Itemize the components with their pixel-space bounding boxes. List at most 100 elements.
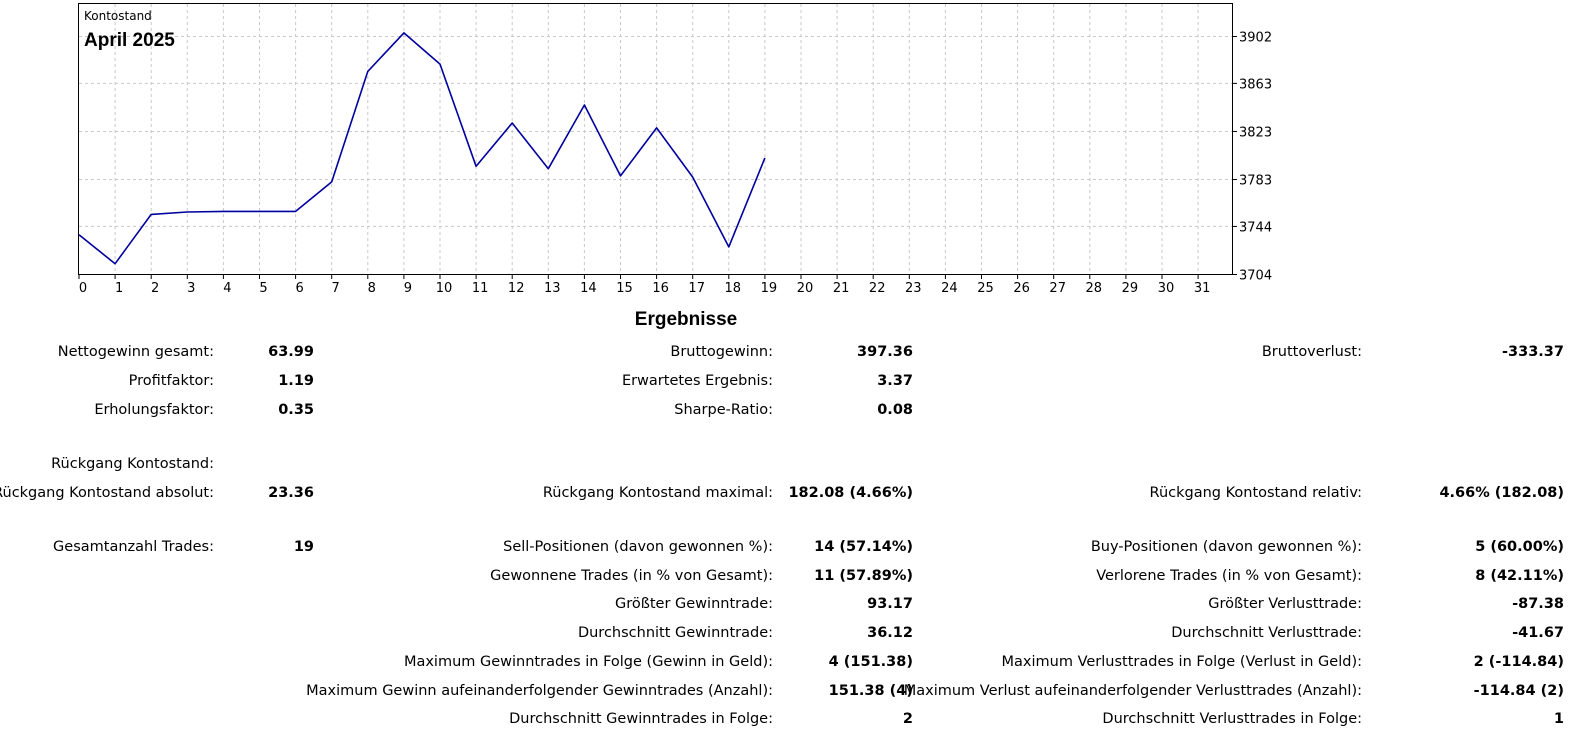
sharpe-ratio-value: 0.08 — [877, 402, 913, 418]
y-tick-label: 3704 — [1239, 269, 1272, 284]
expected-payoff-label: Erwartetes Ergebnis: — [621, 373, 773, 389]
balance-data-point — [583, 104, 585, 106]
profit-factor-label: Profitfaktor: — [128, 373, 214, 389]
x-tick-label: 28 — [1086, 281, 1103, 296]
x-tick-label: 2 — [151, 281, 159, 296]
balance-data-point — [331, 181, 333, 183]
x-tick-label: 31 — [1194, 281, 1211, 296]
max-consecutive-wins-label: Maximum Gewinntrades in Folge (Gewinn in… — [403, 654, 773, 670]
balance-data-point — [764, 157, 766, 159]
y-tick-label: 3902 — [1239, 31, 1272, 46]
recovery-factor-label: Erholungsfaktor: — [94, 402, 214, 418]
balance-chart: 0 1 2 3 4 5 6 7 8 9 10 11 12 13 14 15 16 17 18 19 20 21 22 23 24… — [78, 3, 1272, 296]
sell-positions-value: 14 (57.14%) — [814, 539, 913, 555]
balance-data-point — [620, 175, 622, 177]
x-tick-label: 10 — [436, 281, 453, 296]
balance-data-point — [511, 122, 513, 124]
gross-loss-label: Bruttoverlust: — [1261, 344, 1362, 360]
y-tick-label: 3744 — [1239, 220, 1272, 235]
x-tick-label: 29 — [1122, 281, 1139, 296]
profit-factor-value: 1.19 — [278, 373, 314, 389]
average-profit-trade-value: 36.12 — [867, 625, 913, 641]
buy-positions-value: 5 (60.00%) — [1475, 539, 1564, 555]
x-tick-label: 14 — [580, 281, 597, 296]
drawdown-maximal-label: Rückgang Kontostand maximal: — [542, 485, 773, 501]
x-tick-label: 1 — [115, 281, 123, 296]
drawdown-relative-value: 4.66% (182.08) — [1439, 485, 1564, 501]
x-tick-label: 26 — [1013, 281, 1030, 296]
total-trades-label: Gesamtanzahl Trades: — [53, 539, 214, 555]
x-tick-label: 0 — [79, 281, 87, 296]
net-profit-label: Nettogewinn gesamt: — [57, 344, 214, 360]
gross-profit-value: 397.36 — [857, 344, 913, 360]
x-tick-label: 19 — [761, 281, 778, 296]
balance-data-point — [547, 168, 549, 170]
x-tick-label: 21 — [833, 281, 850, 296]
y-tick-label: 3783 — [1239, 174, 1272, 189]
drawdown-relative-label: Rückgang Kontostand relativ: — [1149, 485, 1362, 501]
average-consecutive-losses-value: 1 — [1553, 711, 1564, 727]
sharpe-ratio-label: Sharpe-Ratio: — [674, 402, 773, 418]
x-tick-label: 24 — [941, 281, 958, 296]
gross-loss-value: -333.37 — [1502, 344, 1564, 360]
net-profit-value: 63.99 — [268, 344, 314, 360]
x-tick-label: 18 — [725, 281, 742, 296]
plot-frame — [78, 3, 1233, 275]
max-consecutive-losses-value: 2 (-114.84) — [1473, 654, 1564, 670]
max-consecutive-profit-label: Maximum Gewinn aufeinanderfolgender Gewi… — [306, 683, 773, 699]
max-consecutive-profit-value: 151.38 (4) — [828, 683, 913, 699]
won-trades-label: Gewonnene Trades (in % von Gesamt): — [490, 568, 773, 584]
x-tick-label: 25 — [977, 281, 994, 296]
average-profit-trade-label: Durchschnitt Gewinntrade: — [577, 625, 773, 641]
x-tick-label: 9 — [404, 281, 412, 296]
x-tick-label: 8 — [368, 281, 376, 296]
x-tick-label: 12 — [508, 281, 525, 296]
x-tick-label: 17 — [688, 281, 705, 296]
balance-data-point — [692, 176, 694, 178]
chart-caption: Kontostand — [84, 9, 152, 23]
drawdown-absolute-value: 23.36 — [268, 485, 314, 501]
x-tick-label: 13 — [544, 281, 561, 296]
largest-profit-trade-label: Größter Gewinntrade: — [614, 596, 773, 612]
drawdown-maximal-value: 182.08 (4.66%) — [788, 485, 913, 501]
largest-loss-trade-label: Größter Verlusttrade: — [1208, 596, 1362, 612]
won-trades-value: 11 (57.89%) — [814, 568, 913, 584]
largest-profit-trade-value: 93.17 — [867, 596, 913, 612]
max-consecutive-loss-label: Maximum Verlust aufeinanderfolgender Ver… — [903, 683, 1362, 699]
x-tick-label: 11 — [472, 281, 489, 296]
balance-data-point — [403, 32, 405, 34]
total-trades-value: 19 — [293, 539, 314, 555]
gross-profit-label: Bruttogewinn: — [670, 344, 773, 360]
average-consecutive-losses-label: Durchschnitt Verlusttrades in Folge: — [1102, 711, 1362, 727]
x-tick-label: 7 — [332, 281, 340, 296]
x-tick-label: 4 — [223, 281, 231, 296]
balance-data-point — [728, 246, 730, 248]
balance-data-point — [295, 210, 297, 212]
x-tick-label: 22 — [869, 281, 886, 296]
balance-data-point — [222, 210, 224, 212]
chart-title: April 2025 — [84, 30, 175, 51]
average-loss-trade-value: -41.67 — [1512, 625, 1564, 641]
balance-data-point — [186, 211, 188, 213]
max-consecutive-wins-value: 4 (151.38) — [828, 654, 913, 670]
drawdown-absolute-label: Rückgang Kontostand absolut: — [0, 485, 214, 501]
sell-positions-label: Sell-Positionen (davon gewonnen %): — [503, 539, 773, 555]
results-title: Ergebnisse — [634, 309, 738, 330]
average-loss-trade-label: Durchschnitt Verlusttrade: — [1171, 625, 1362, 641]
y-tick-label: 3863 — [1239, 77, 1272, 92]
y-tick-label: 3823 — [1239, 125, 1272, 140]
balance-data-point — [367, 70, 369, 72]
x-tick-label: 27 — [1049, 281, 1066, 296]
largest-loss-trade-value: -87.38 — [1512, 596, 1564, 612]
x-tick-label: 20 — [797, 281, 814, 296]
x-tick-label: 15 — [616, 281, 633, 296]
balance-data-point — [114, 263, 116, 265]
balance-series-line — [78, 32, 766, 265]
x-tick-label: 30 — [1158, 281, 1175, 296]
balance-drawdown-label: Rückgang Kontostand: — [51, 456, 214, 472]
average-consecutive-wins-label: Durchschnitt Gewinntrades in Folge: — [509, 711, 773, 727]
balance-data-point — [439, 63, 441, 65]
average-consecutive-wins-value: 2 — [902, 711, 913, 727]
lost-trades-label: Verlorene Trades (in % von Gesamt): — [1096, 568, 1362, 584]
balance-data-point — [259, 210, 261, 212]
